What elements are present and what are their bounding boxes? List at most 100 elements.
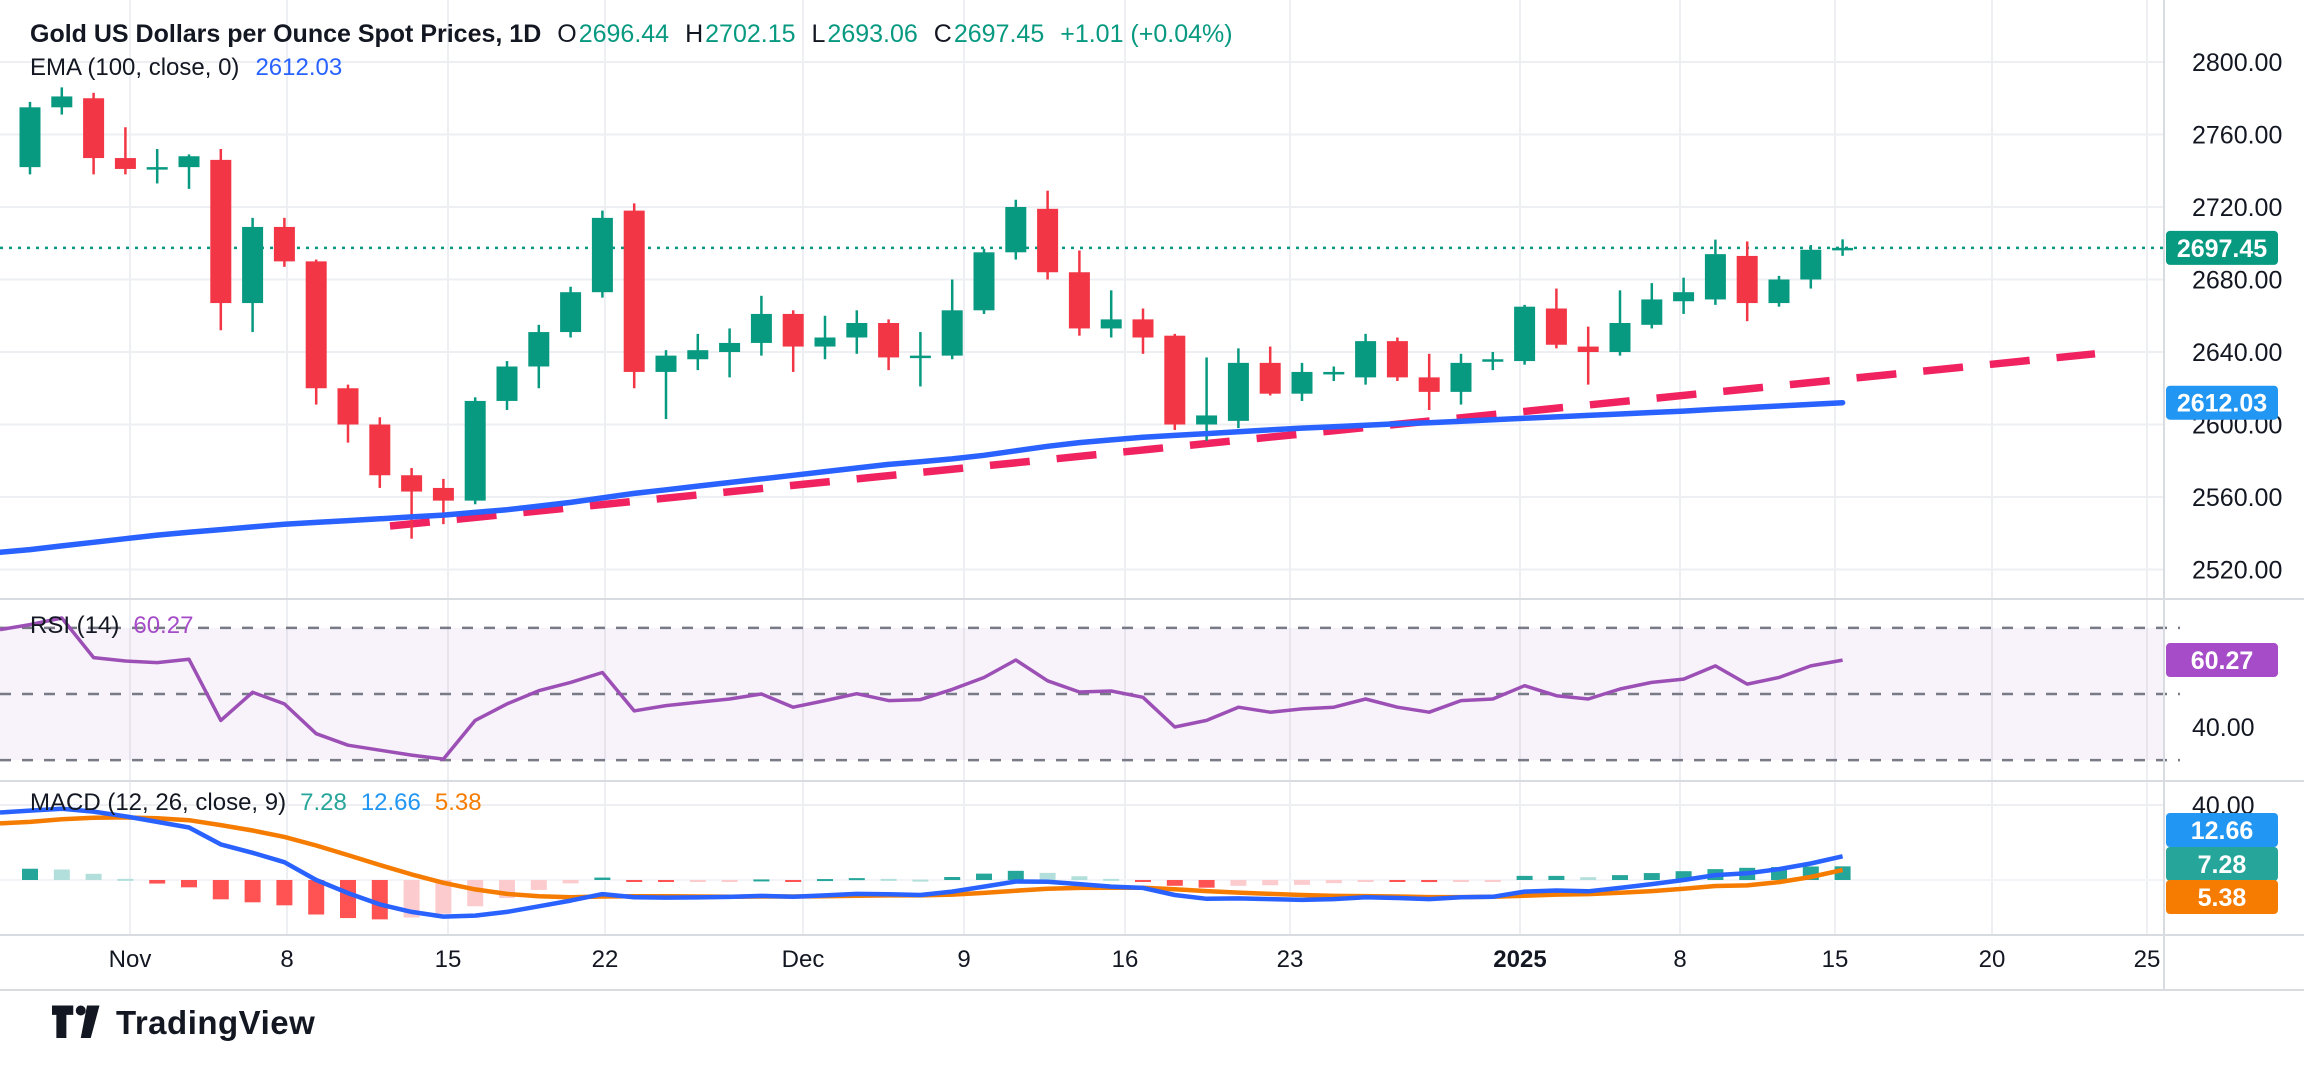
macd-badge-text: 5.38	[2198, 884, 2247, 912]
price-axis-label: 2720.00	[2192, 194, 2282, 222]
time-axis-label: 8	[1673, 946, 1686, 973]
candle	[19, 101, 41, 175]
macd-histogram-bar	[1580, 877, 1597, 880]
tradingview-logo[interactable]: TradingView	[52, 1004, 315, 1042]
candle	[1068, 250, 1090, 336]
candle	[1259, 346, 1281, 396]
time-axis-label: 15	[1822, 946, 1849, 973]
time-axis-label: 15	[435, 946, 462, 973]
price-axis-label: 2760.00	[2192, 122, 2282, 150]
macd-histogram-bar	[817, 879, 833, 882]
candle	[464, 397, 486, 505]
candle	[146, 149, 168, 184]
price-badge	[2166, 230, 2278, 265]
macd-histogram-bar	[181, 880, 197, 888]
candle	[1450, 353, 1472, 405]
candle	[273, 217, 295, 267]
macd-histogram-bar	[149, 880, 166, 884]
candle	[846, 310, 868, 354]
macd-histogram-bar	[1484, 880, 1501, 882]
macd-histogram-bar	[1389, 880, 1406, 882]
time-axis-label: 2025	[1493, 946, 1546, 973]
macd-main-line	[0, 806, 1844, 919]
macd-histogram-bar	[1039, 872, 1056, 880]
price-badge-text: 2697.45	[2177, 235, 2267, 263]
macd-histogram-bar	[276, 880, 293, 906]
candle	[51, 87, 73, 115]
candle	[973, 248, 995, 314]
price-axis-label: 2520.00	[2192, 557, 2282, 585]
ema-line	[0, 399, 1846, 556]
macd-histogram-bar	[244, 880, 261, 903]
time-axis-label: 8	[280, 946, 293, 973]
candle	[1577, 326, 1599, 385]
candle	[1800, 245, 1822, 289]
macd-histogram-bar	[785, 880, 802, 882]
time-axis-label: 25	[2134, 946, 2161, 973]
macd-histogram-bar	[658, 880, 674, 882]
candle	[719, 328, 741, 378]
candle	[1736, 241, 1758, 322]
macd-histogram-bar	[1325, 880, 1342, 884]
macd-histogram-bar	[912, 879, 929, 882]
price-badge-text: 2612.03	[2177, 390, 2267, 418]
macd-histogram-bar	[308, 880, 325, 915]
macd-histogram-bar	[530, 880, 547, 890]
macd-histogram-bar	[880, 878, 897, 881]
candle	[750, 295, 772, 356]
macd-histogram-bar	[753, 879, 770, 882]
candle	[242, 217, 264, 333]
candle	[1609, 290, 1631, 356]
candle	[1641, 283, 1663, 329]
macd-histogram-bar	[1071, 876, 1088, 880]
macd-histogram-bar	[848, 878, 865, 881]
time-axis-label: 16	[1112, 946, 1139, 973]
candle	[941, 279, 963, 360]
candle	[83, 92, 105, 175]
macd-histogram-bar	[1453, 880, 1469, 882]
macd-histogram-bar	[1007, 870, 1024, 880]
time-axis-label: 22	[592, 946, 619, 973]
candle	[305, 259, 327, 405]
candle	[1482, 352, 1504, 371]
price-axis-label: 2640.00	[2192, 339, 2282, 367]
candle	[1418, 353, 1440, 410]
macd-badge-text: 7.28	[2198, 851, 2247, 879]
rsi-axis-label: 40.00	[2192, 714, 2255, 742]
price-axis-label: 2560.00	[2192, 484, 2282, 512]
macd-histogram-bar	[976, 873, 992, 880]
macd-histogram-bar	[371, 880, 388, 920]
macd-histogram-bar	[1294, 880, 1310, 885]
tradingview-logo-text: TradingView	[116, 1004, 316, 1041]
candle	[591, 210, 613, 298]
candlestick-series	[19, 87, 1854, 539]
macd-histogram-bar	[1421, 880, 1438, 883]
macd-histogram-bar	[1262, 880, 1279, 886]
candle	[1164, 333, 1186, 430]
macd-histogram-bar	[1675, 871, 1692, 880]
macd-histogram-bar	[1357, 880, 1374, 882]
candle	[1037, 190, 1059, 280]
candle	[1132, 308, 1154, 354]
time-axis-label: Nov	[109, 946, 152, 973]
candle	[1291, 362, 1313, 401]
macd-histogram-bar	[1166, 880, 1183, 886]
candle	[114, 127, 136, 175]
candle	[1386, 337, 1408, 381]
macd-histogram-bar	[1135, 880, 1151, 882]
price-axis-label: 2800.00	[2192, 49, 2282, 77]
rsi-badge-text: 60.27	[2191, 647, 2254, 675]
macd-histogram-bar	[1230, 880, 1247, 886]
rsi-line	[0, 616, 1843, 761]
macd-histogram-bar	[1612, 875, 1628, 880]
macd-badge	[2166, 847, 2278, 881]
macd-histogram-bar	[85, 873, 102, 880]
macd-badge	[2166, 880, 2278, 914]
macd-histogram-bar	[117, 878, 134, 881]
trendline	[389, 350, 2096, 530]
macd-histogram-bar	[403, 880, 420, 918]
macd-badge-text: 12.66	[2191, 817, 2254, 845]
macd-histogram-bar	[1548, 875, 1565, 880]
